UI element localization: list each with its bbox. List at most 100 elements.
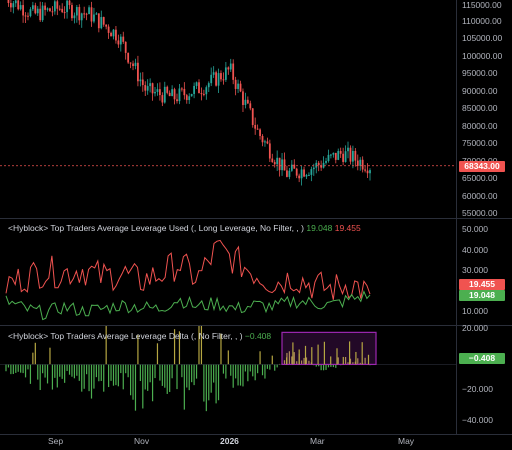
leverage-lines[interactable]: [0, 219, 512, 325]
candle-body: [36, 8, 39, 14]
candle-body: [78, 7, 81, 21]
delta-bar: [186, 364, 188, 388]
price-tick: 55000.00: [462, 208, 498, 218]
candle-body: [237, 83, 239, 89]
delta-bar: [220, 333, 222, 365]
delta-bar: [115, 364, 117, 386]
delta-indicator-title[interactable]: <Hyblock> Top Traders Average Leverage D…: [8, 331, 271, 342]
candle-body: [246, 99, 249, 104]
price-pane[interactable]: 115000.00 110000.00 105000.00 100000.00 …: [0, 0, 512, 218]
delta-bar: [149, 364, 151, 383]
candle-body: [283, 159, 286, 171]
candle-body: [12, 3, 15, 8]
delta-bar: [210, 364, 212, 393]
leverage-tick: 10.000: [462, 306, 488, 316]
delta-bar: [39, 364, 41, 391]
delta-bar: [76, 364, 78, 376]
delta-bar: [198, 326, 200, 365]
short-leverage-line: [5, 239, 371, 300]
candle-body: [334, 152, 337, 160]
delta-bar: [257, 364, 259, 374]
indicator-name: <Hyblock> Top Traders Average Leverage D…: [8, 331, 189, 341]
price-tick: 95000.00: [462, 68, 498, 78]
candle-body: [68, 0, 71, 6]
delta-bar: [337, 357, 339, 365]
candle-body: [180, 88, 183, 90]
delta-bar: [252, 364, 254, 377]
delta-bar: [159, 364, 161, 381]
delta-bar: [112, 364, 115, 386]
candle-body: [119, 36, 122, 45]
delta-bar: [56, 364, 58, 388]
price-candles[interactable]: [0, 0, 512, 218]
delta-bar: [103, 364, 105, 392]
indicator-params: (, No Filter, , ): [191, 331, 243, 341]
delta-bar: [88, 364, 90, 392]
long-leverage-value: 19.048: [306, 223, 333, 233]
candle-body: [102, 17, 105, 25]
delta-bar: [142, 364, 144, 409]
delta-bar: [222, 364, 225, 374]
delta-bar: [259, 351, 261, 365]
delta-bar: [51, 364, 54, 390]
candle-body: [156, 89, 159, 92]
delta-tick: −40.000: [462, 415, 493, 425]
highlight-box: [281, 331, 377, 366]
delta-bar: [357, 358, 359, 365]
delta-bar: [110, 364, 112, 381]
price-tick: 80000.00: [462, 121, 498, 131]
candle-body: [31, 5, 34, 10]
time-label: 2026: [220, 436, 239, 446]
candle-body: [139, 79, 142, 82]
delta-bar: [232, 364, 234, 388]
candle-body: [369, 170, 371, 174]
candle-body: [183, 88, 186, 96]
delta-bar: [44, 364, 46, 378]
candle-body: [46, 8, 49, 10]
delta-pane[interactable]: <Hyblock> Top Traders Average Leverage D…: [0, 323, 512, 434]
delta-bar: [137, 334, 139, 365]
candle-body: [61, 8, 64, 13]
delta-bar: [266, 364, 268, 369]
delta-bar: [64, 364, 66, 383]
candle-body: [44, 5, 46, 10]
candle-body: [264, 141, 266, 143]
candle-body: [330, 154, 332, 156]
delta-bar: [154, 364, 156, 379]
delta-tick: 20.000: [462, 323, 488, 333]
delta-bar: [247, 364, 249, 382]
delta-bar: [298, 349, 300, 365]
leverage-indicator-title[interactable]: <Hyblock> Top Traders Average Leverage U…: [8, 223, 361, 234]
short-leverage-tag: 19.455: [459, 279, 505, 290]
candle-body: [288, 170, 291, 177]
candle-body: [317, 162, 320, 166]
candle-body: [327, 154, 330, 162]
delta-bar: [129, 364, 132, 396]
leverage-pane[interactable]: <Hyblock> Top Traders Average Leverage U…: [0, 219, 512, 325]
leverage-tick: 30.000: [462, 265, 488, 275]
candle-body: [315, 162, 318, 168]
delta-bar: [105, 326, 107, 365]
long-leverage-line: [5, 290, 371, 321]
long-leverage-tag: 19.048: [459, 290, 505, 301]
delta-bar: [134, 364, 137, 411]
delta-bar: [86, 364, 88, 375]
candle-body: [276, 157, 279, 165]
time-label: Nov: [134, 436, 150, 446]
candle-body: [134, 62, 137, 67]
candle-body: [88, 7, 90, 15]
delta-histogram[interactable]: [0, 326, 512, 434]
delta-bar: [293, 352, 295, 365]
delta-bar: [66, 364, 68, 371]
delta-bar: [322, 364, 325, 371]
delta-bar: [342, 356, 344, 365]
delta-bar: [15, 364, 17, 373]
time-label: Sep: [48, 436, 64, 446]
price-tick: 75000.00: [462, 138, 498, 148]
pane-separator[interactable]: [0, 218, 512, 219]
candle-body: [361, 159, 364, 170]
pane-separator[interactable]: [0, 325, 512, 326]
candle-body: [58, 8, 61, 10]
delta-bar: [352, 362, 354, 365]
candle-body: [107, 26, 110, 33]
